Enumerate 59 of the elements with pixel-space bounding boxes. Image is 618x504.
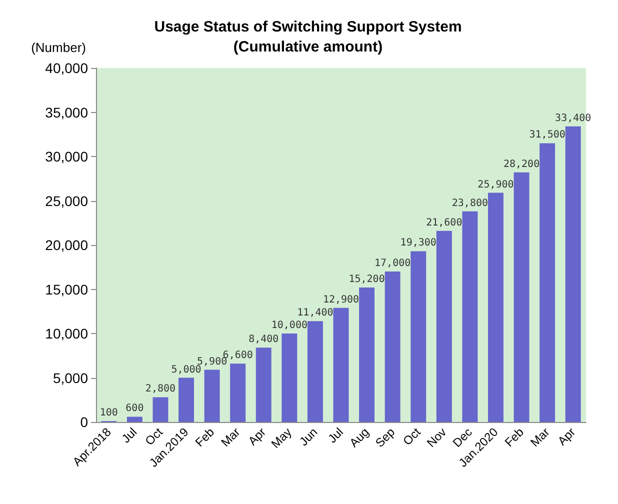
bar — [384, 272, 400, 422]
data-label: 600 — [126, 403, 144, 414]
bar — [204, 370, 220, 422]
y-tick-label: 40,000 — [45, 60, 88, 76]
y-tick-label: 15,000 — [45, 281, 88, 298]
bar — [230, 364, 246, 422]
y-tick-label: 20,000 — [45, 237, 88, 253]
data-label: 17,000 — [374, 258, 411, 270]
bar — [488, 192, 504, 422]
x-tick-label: Mar — [528, 425, 552, 450]
x-tick-label: Apr — [554, 425, 578, 448]
x-tick-label: Apr — [245, 425, 269, 448]
data-label: 100 — [100, 408, 118, 419]
data-label: 19,300 — [400, 238, 436, 249]
x-tick-label: Sep — [372, 424, 398, 450]
x-tick-label: Aug — [346, 425, 372, 450]
data-label: 12,900 — [322, 294, 360, 306]
bar — [565, 126, 581, 422]
y-tick-label: 30,000 — [45, 148, 88, 164]
data-label: 8,400 — [248, 334, 279, 346]
x-tick-label: Jul — [325, 425, 346, 446]
bar — [333, 308, 349, 422]
data-label: 33,400 — [555, 112, 592, 124]
bar — [256, 348, 272, 422]
x-tick-label: May — [268, 425, 294, 451]
bar — [282, 334, 298, 422]
data-label: 11,400 — [297, 308, 334, 319]
x-tick-label: Jun — [296, 425, 320, 449]
y-tick-label: 35,000 — [45, 104, 88, 120]
y-axis-title: (Number) — [31, 40, 86, 55]
bar — [436, 230, 452, 422]
bar — [514, 172, 530, 422]
data-label: 25,900 — [478, 179, 514, 190]
data-label: 23,800 — [452, 198, 488, 209]
y-tick-label: 10,000 — [45, 326, 88, 342]
bar — [410, 251, 426, 422]
y-tick-label: 25,000 — [45, 192, 88, 209]
x-tick-label: Jul — [118, 425, 140, 446]
bar — [307, 321, 323, 422]
bar — [462, 211, 478, 422]
chart-title: Usage Status of Switching Support System (Cumulative amount) — [154, 18, 462, 56]
bar — [540, 143, 556, 422]
data-label: 10,000 — [271, 320, 308, 331]
data-label: 28,200 — [503, 158, 540, 170]
data-label: 15,200 — [348, 274, 385, 285]
data-label: 21,600 — [426, 217, 462, 228]
y-tick-label: 0 — [80, 414, 88, 430]
x-tick-label: Feb — [192, 424, 218, 450]
data-label: 31,500 — [529, 130, 566, 141]
x-tick-label: Feb — [502, 424, 527, 450]
x-tick-label: Mar — [218, 425, 243, 450]
x-tick-label: Oct — [400, 424, 424, 448]
bar — [178, 378, 194, 422]
x-tick-label: Nov — [424, 425, 450, 450]
data-label: 2,800 — [145, 384, 176, 395]
y-tick-label: 5,000 — [52, 370, 88, 386]
bar — [152, 397, 168, 422]
bar — [359, 287, 375, 422]
bar — [126, 416, 142, 422]
